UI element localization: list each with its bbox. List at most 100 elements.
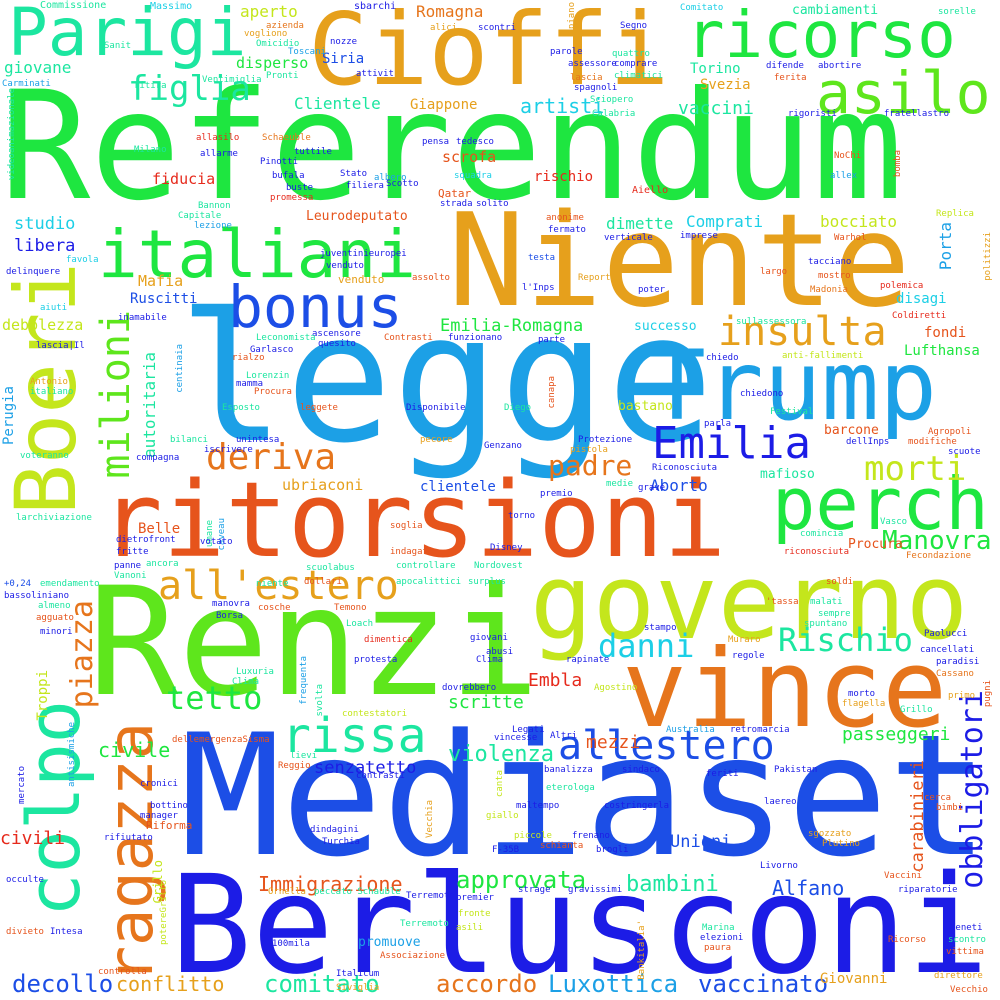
word-giovani: giovani: [470, 633, 508, 643]
word-dietrofront: dietrofront: [116, 535, 176, 545]
word-elezioni: elezioni: [700, 933, 744, 943]
word-mafia: Mafia: [138, 272, 184, 290]
word-temono: Temono: [334, 603, 367, 613]
word-cerca: cerca: [924, 793, 952, 803]
word-agropoli: Agropoli: [928, 427, 972, 437]
word-promuove: promuove: [358, 935, 421, 950]
word-largo: largo: [760, 267, 788, 277]
word-deriva: deriva: [206, 437, 337, 478]
word-reggio: Reggio: [278, 761, 311, 771]
word-larchiviazione: larchiviazione: [16, 513, 92, 523]
word-assessore: assessore: [568, 59, 617, 69]
word-dimentica: dimentica: [364, 635, 413, 645]
word-bassoliniano: bassoliniano: [4, 591, 70, 601]
word-procura-small: Procura: [254, 387, 292, 397]
word-legati: Legati: [512, 725, 545, 735]
word-contrasti2: Contrasti: [384, 333, 433, 343]
word-allestero: allestero: [558, 723, 775, 769]
word-lorenzin: Lorenzin: [246, 371, 290, 381]
word-all-estero: all'estero: [158, 563, 399, 609]
word-sorelle: sorelle: [938, 7, 976, 17]
word-buste: buste: [286, 183, 314, 193]
word-rischio-cap: Rischio: [778, 621, 913, 659]
word-terremoto2: Terremoto: [400, 919, 449, 929]
word-imprese: imprese: [680, 231, 718, 241]
word-minori: minori: [40, 627, 73, 637]
word-dimette: dimette: [606, 214, 674, 233]
word-tuttile: tuttile: [294, 147, 332, 157]
word-schianta: schianta: [540, 841, 584, 851]
word-clima2: Clima: [232, 677, 260, 687]
word-italiano: italiano: [30, 387, 74, 397]
word-legge: legge: [178, 275, 714, 482]
word-accordo: accordo: [436, 970, 538, 998]
word-asilo: asilo: [816, 59, 991, 127]
word-morto: morto: [848, 689, 876, 699]
word-violenza: violenza: [448, 742, 554, 767]
word-decollo: decollo: [12, 970, 114, 998]
word-ascensore: ascensore: [312, 329, 361, 339]
word-comprare: comprare: [614, 59, 658, 69]
word-aborto: Aborto: [650, 476, 708, 495]
word-grave: grave: [638, 483, 666, 493]
word-bomba: bomba: [893, 150, 903, 178]
word-pakistan: Pakistan: [774, 765, 818, 775]
word-contestatori: contestatori: [342, 709, 408, 719]
word-scotto: Scotto: [386, 179, 419, 189]
word-scuolabus: scuolabus: [306, 563, 355, 573]
word-frequenta: frequenta: [299, 656, 309, 705]
word-gravissimi: gravissimi: [568, 885, 623, 895]
word-contrasti: contrasti: [356, 771, 405, 781]
word-flagella: flagella: [842, 699, 886, 709]
word-spuntano: spuntano: [804, 619, 848, 629]
word-unioni: Unioni: [670, 832, 732, 852]
word-emilia-romagna: Emilia-Romagna: [440, 316, 584, 336]
word-ornella: Ornella: [268, 887, 306, 897]
word-medie: medie: [606, 479, 634, 489]
word-bilanci: bilanci: [170, 435, 208, 445]
word-protezione: Protezione: [578, 435, 633, 445]
word-funzionano: funzionano: [448, 333, 503, 343]
word-niente: Niente: [448, 187, 911, 336]
word-marina: Marina: [702, 923, 735, 933]
word-associazione: Associazione: [380, 951, 446, 961]
word-comitato: comitato: [264, 970, 380, 998]
word-verticale: verticale: [604, 233, 653, 243]
word-pensa: pensa: [422, 137, 450, 147]
word-controlla: controlla: [98, 967, 147, 977]
word-scritte: scritte: [448, 692, 524, 713]
word-regole: regole: [732, 651, 765, 661]
word-strada: strada: [440, 199, 473, 209]
word-soglia: soglia: [390, 521, 423, 531]
word-replica: Replica: [936, 209, 974, 219]
word-venduto: venduto: [338, 273, 385, 286]
word-bambini: bambini: [626, 872, 719, 897]
word-giovane: giovane: [4, 58, 72, 77]
word-fondi: fondi: [924, 325, 967, 341]
word-grillo-small: Grillo: [900, 705, 933, 715]
word-loach: Loach: [346, 619, 374, 629]
word-parole: parole: [550, 47, 583, 57]
word-perugia: Perugia: [1, 386, 17, 446]
word-spagnoli: spagnoli: [574, 83, 618, 93]
word-riconosciuta: Riconosciuta: [652, 463, 718, 473]
word-coldiretti: Coldiretti: [892, 311, 947, 321]
word-vanoni: Vanoni: [114, 571, 147, 581]
word-obbligatori: obbligatori: [955, 690, 990, 889]
word-disponibile: Disponibile: [406, 403, 466, 413]
word-libera: libera: [14, 236, 76, 256]
word-bankitalia: Bankitalia': [637, 920, 647, 980]
word-mamma: mamma: [236, 379, 264, 389]
word-milano: Milano: [134, 145, 167, 155]
word-scontro: scontro: [948, 935, 986, 945]
word-tassa: 'tassa: [766, 597, 799, 607]
word-emendamento: emendamento: [40, 579, 100, 589]
word-romagna: Romagna: [416, 2, 484, 21]
word-danni: danni: [598, 627, 695, 665]
word-pinotti: Pinotti: [260, 157, 298, 167]
word-canta: canta: [495, 770, 505, 798]
word-luxuria: Luxuria: [236, 667, 274, 677]
word-testa: testa: [528, 253, 556, 263]
word-apocalittici: apocalittici: [396, 577, 462, 587]
word-pistola: pistola: [570, 445, 608, 455]
